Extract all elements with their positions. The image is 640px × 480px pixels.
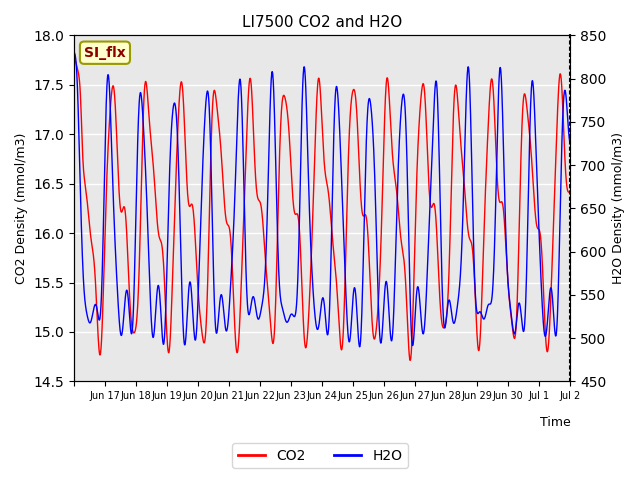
Y-axis label: CO2 Density (mmol/m3): CO2 Density (mmol/m3) <box>15 132 28 284</box>
X-axis label: Time: Time <box>540 416 571 429</box>
Text: SI_flx: SI_flx <box>84 46 126 60</box>
Title: LI7500 CO2 and H2O: LI7500 CO2 and H2O <box>242 15 403 30</box>
Legend: CO2, H2O: CO2, H2O <box>232 443 408 468</box>
Y-axis label: H2O Density (mmol/m3): H2O Density (mmol/m3) <box>612 132 625 284</box>
